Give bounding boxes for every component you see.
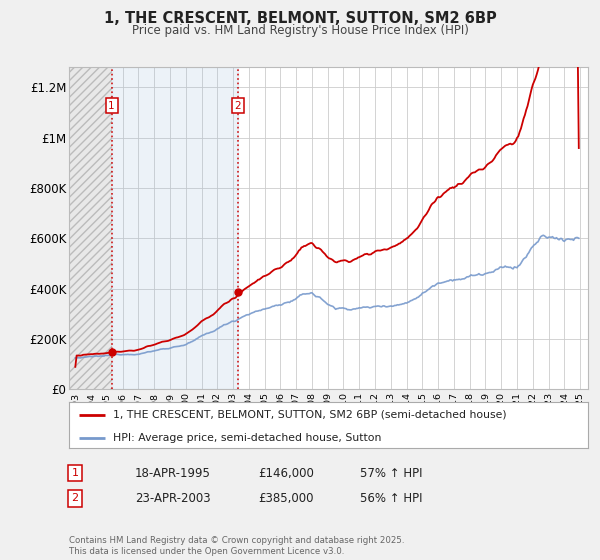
Text: 1, THE CRESCENT, BELMONT, SUTTON, SM2 6BP (semi-detached house): 1, THE CRESCENT, BELMONT, SUTTON, SM2 6B… xyxy=(113,410,507,420)
Text: £146,000: £146,000 xyxy=(258,466,314,480)
Bar xyxy=(69,67,112,389)
Text: 57% ↑ HPI: 57% ↑ HPI xyxy=(360,466,422,480)
Bar xyxy=(112,67,238,389)
Text: 23-APR-2003: 23-APR-2003 xyxy=(135,492,211,505)
Text: Contains HM Land Registry data © Crown copyright and database right 2025.
This d: Contains HM Land Registry data © Crown c… xyxy=(69,536,404,556)
Text: 56% ↑ HPI: 56% ↑ HPI xyxy=(360,492,422,505)
Text: 18-APR-1995: 18-APR-1995 xyxy=(135,466,211,480)
Text: 2: 2 xyxy=(71,493,79,503)
Text: Price paid vs. HM Land Registry's House Price Index (HPI): Price paid vs. HM Land Registry's House … xyxy=(131,24,469,36)
Text: 1, THE CRESCENT, BELMONT, SUTTON, SM2 6BP: 1, THE CRESCENT, BELMONT, SUTTON, SM2 6B… xyxy=(104,11,496,26)
Text: HPI: Average price, semi-detached house, Sutton: HPI: Average price, semi-detached house,… xyxy=(113,433,382,443)
Text: 1: 1 xyxy=(71,468,79,478)
Text: 1: 1 xyxy=(108,101,115,111)
Text: £385,000: £385,000 xyxy=(258,492,314,505)
Text: 2: 2 xyxy=(235,101,241,111)
